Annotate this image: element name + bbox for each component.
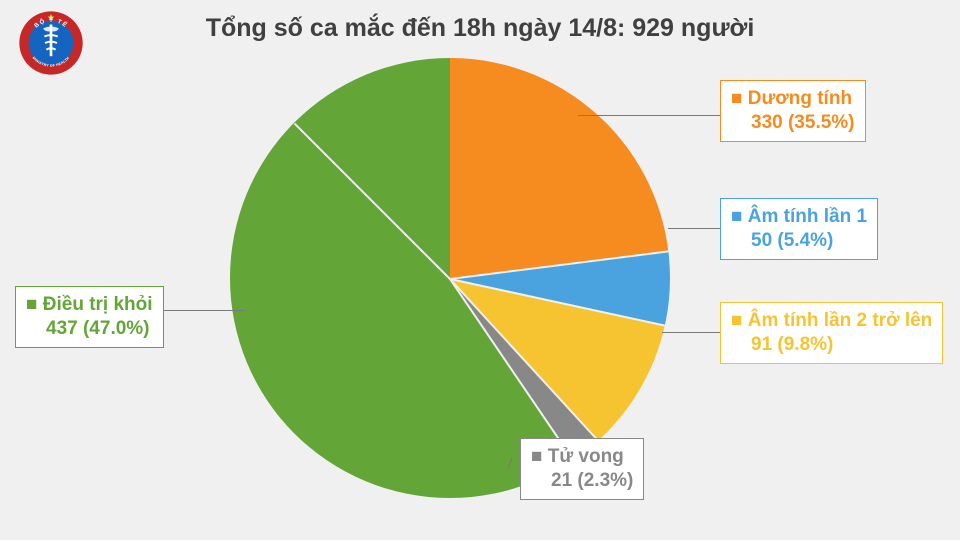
legend-recovered-label: ■ Điều trị khỏi — [26, 293, 153, 317]
legend-neg2plus-value: 91 (9.8%) — [731, 333, 932, 357]
legend-death-label: ■ Tử vong — [531, 445, 633, 469]
legend-death-value: 21 (2.3%) — [531, 469, 633, 493]
leader-neg2plus — [662, 332, 720, 333]
legend-positive-label: ■ Dương tính — [731, 87, 855, 111]
leader-neg1 — [668, 228, 720, 229]
legend-neg2plus-label: ■ Âm tính lần 2 trở lên — [731, 309, 932, 333]
pie-chart — [230, 58, 670, 498]
legend-neg1-value: 50 (5.4%) — [731, 229, 867, 253]
legend-neg1: ■ Âm tính lần 150 (5.4%) — [720, 198, 878, 260]
legend-neg1-label: ■ Âm tính lần 1 — [731, 205, 867, 229]
chart-title: Tổng số ca mắc đến 18h ngày 14/8: 929 ng… — [0, 14, 960, 43]
legend-recovered-value: 437 (47.0%) — [26, 317, 153, 341]
legend-neg2plus: ■ Âm tính lần 2 trở lên91 (9.8%) — [720, 302, 943, 364]
legend-positive: ■ Dương tính330 (35.5%) — [720, 80, 866, 142]
legend-positive-value: 330 (35.5%) — [731, 111, 855, 135]
legend-recovered: ■ Điều trị khỏi437 (47.0%) — [15, 286, 164, 348]
legend-death: ■ Tử vong21 (2.3%) — [520, 438, 644, 500]
leader-positive — [578, 115, 720, 116]
